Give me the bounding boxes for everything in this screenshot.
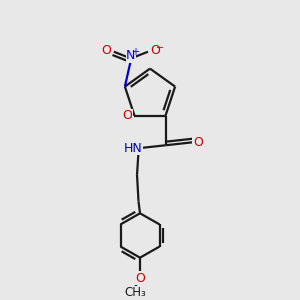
Text: O: O [193,136,203,149]
Text: HN: HN [124,142,142,155]
Text: CH₃: CH₃ [124,286,146,299]
Text: O: O [150,44,160,57]
Text: −: − [156,43,164,52]
Text: O: O [122,109,132,122]
Text: N: N [126,49,136,62]
Text: O: O [102,44,112,57]
Text: O: O [135,272,145,285]
Text: +: + [131,47,139,57]
